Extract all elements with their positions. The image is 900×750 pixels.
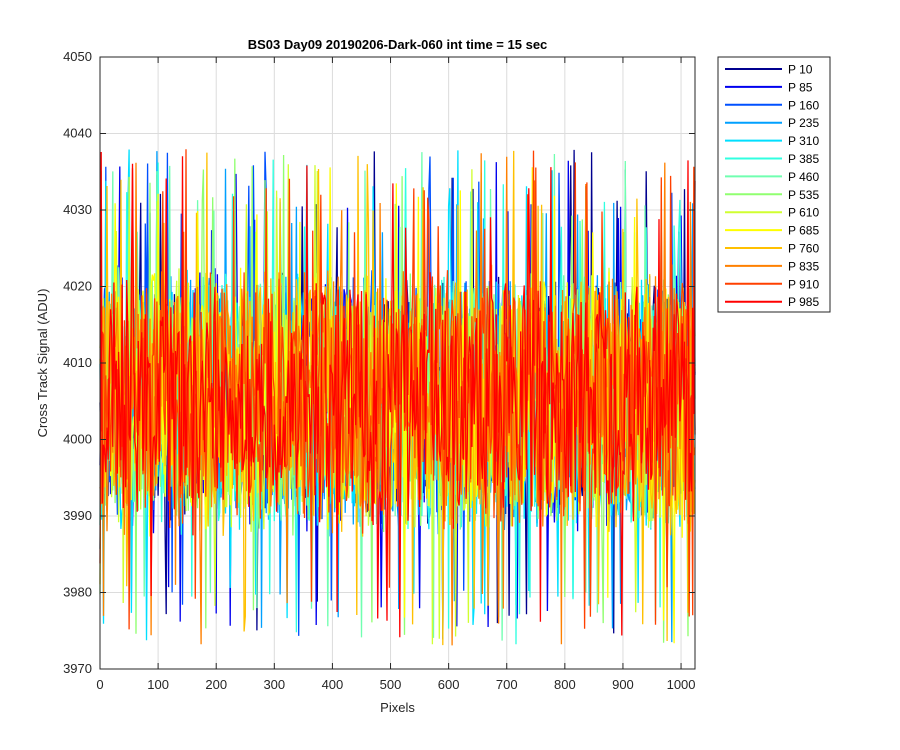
legend-label: P 685 [788,224,819,238]
x-tick-label: 0 [96,677,103,692]
series-line-p-985 [99,151,696,638]
x-tick-label: 200 [205,677,227,692]
y-tick-label: 4020 [63,279,92,294]
legend-label: P 310 [788,134,819,148]
x-tick-label: 100 [147,677,169,692]
legend-label: P 85 [788,80,813,94]
y-tick-label: 4010 [63,355,92,370]
y-tick-label: 4000 [63,432,92,447]
y-tick-label: 4040 [63,126,92,141]
y-tick-label: 3990 [63,508,92,523]
x-tick-label: 400 [322,677,344,692]
y-tick-label: 3980 [63,585,92,600]
legend-label: P 235 [788,116,819,130]
y-tick-label: 4030 [63,202,92,217]
legend-label: P 610 [788,206,819,220]
legend-label: P 760 [788,242,819,256]
legend-label: P 460 [788,170,819,184]
x-tick-label: 800 [554,677,576,692]
ticks: 0 100 200 300 400 500 600 700 800 900 1000 3970 3980… [63,49,695,692]
legend-label: P 385 [788,152,819,166]
legend: P 10 P 85 P 160 P 235 P 310 P 385 P 460 P 535 P … [717,56,831,313]
legend-box [717,56,831,313]
legend-label: P 910 [788,277,819,291]
x-tick-label: 600 [438,677,460,692]
y-tick-label: 3970 [63,661,92,676]
legend-label: P 835 [788,259,819,273]
x-tick-label: 300 [263,677,285,692]
legend-label: P 535 [788,188,819,202]
legend-label: P 985 [788,295,819,309]
x-tick-label: 900 [612,677,634,692]
y-tick-label: 4050 [63,49,92,64]
x-axis-label: Pixels [380,700,415,715]
series-group [99,149,696,646]
legend-label: P 160 [788,98,819,112]
y-axis-label: Cross Track Signal (ADU) [35,289,50,438]
x-tick-label: 500 [380,677,402,692]
legend-label: P 10 [788,63,813,77]
chart-title: BS03 Day09 20190206-Dark-060 int time = … [248,37,548,52]
x-tick-label: 1000 [667,677,696,692]
x-tick-label: 700 [496,677,518,692]
